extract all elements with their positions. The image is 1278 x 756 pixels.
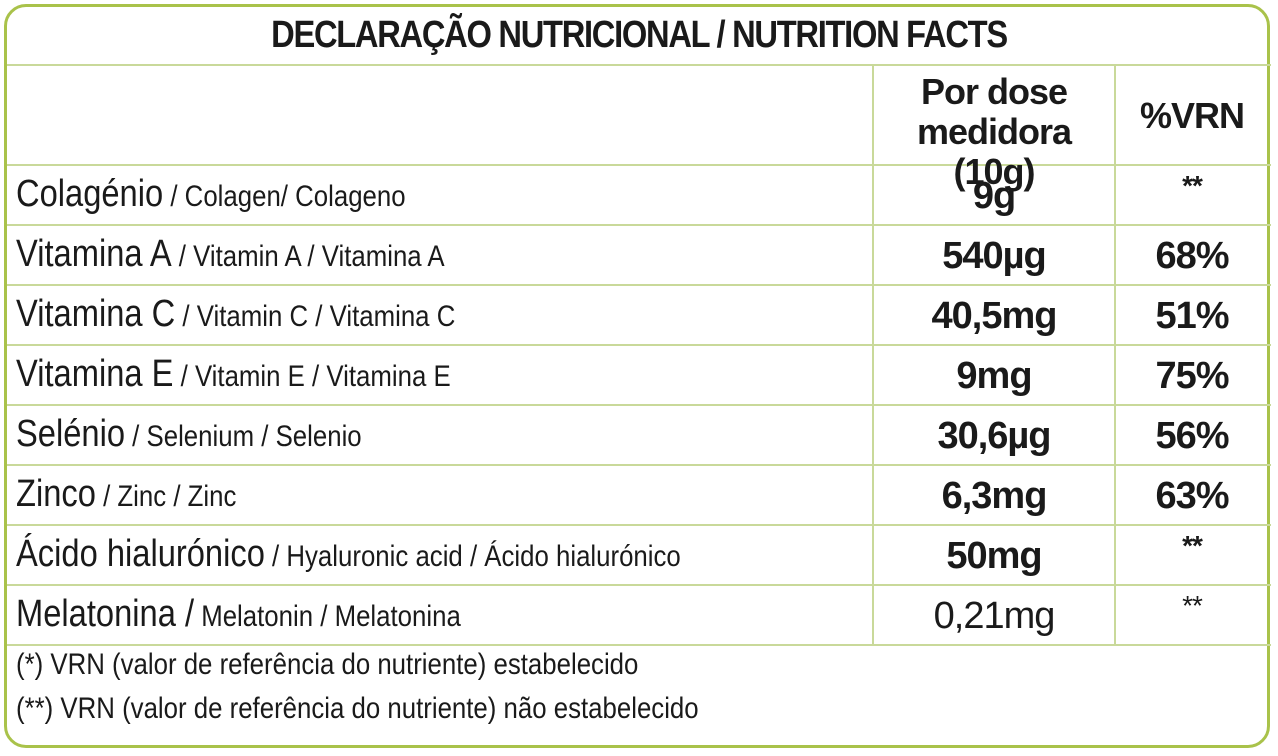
nutrient-amount: 9mg xyxy=(956,355,1032,397)
table-row: Vitamina E / Vitamin E / Vitamina E 9mg … xyxy=(0,344,1278,404)
table-row: Zinco / Zinc / Zinc 6,3mg 63% xyxy=(0,464,1278,524)
nutrient-amount: 540µg xyxy=(942,235,1047,277)
nutrient-amount: 30,6µg xyxy=(937,415,1051,457)
table-row: Ácido hialurónico / Hyaluronic acid / Ác… xyxy=(0,524,1278,584)
grid-line xyxy=(7,164,1271,166)
nutrient-name: Selénio / Selenium / Selenio xyxy=(16,413,362,455)
header-per-dose: Por dose medidora (10g) xyxy=(874,72,1114,192)
nutrient-name: Zinco / Zinc / Zinc xyxy=(16,473,237,515)
grid-line xyxy=(7,64,1271,66)
table-title: DECLARAÇÃO NUTRICIONAL / NUTRITION FACTS xyxy=(271,14,1008,56)
nutrient-vrn: ** xyxy=(1182,590,1203,621)
nutrient-amount: 6,3mg xyxy=(941,475,1048,517)
nutrient-vrn: 51% xyxy=(1155,295,1229,337)
grid-line xyxy=(7,584,1271,586)
nutrient-vrn: ** xyxy=(1182,530,1203,561)
table-row: Vitamina A / Vitamin A / Vitamina A 540µ… xyxy=(0,224,1278,284)
table-row: Vitamina C / Vitamin C / Vitamina C 40,5… xyxy=(0,284,1278,344)
grid-line xyxy=(7,224,1271,226)
header-per-dose-line2: medidora (10g) xyxy=(916,111,1072,192)
table-frame xyxy=(4,4,1270,748)
grid-line xyxy=(7,344,1271,346)
nutrient-name: Vitamina A / Vitamin A / Vitamina A xyxy=(16,233,445,275)
grid-line xyxy=(7,464,1271,466)
grid-line xyxy=(7,524,1271,526)
nutrient-name: Melatonina / Melatonin / Melatonina xyxy=(16,593,461,635)
header-vrn: %VRN xyxy=(1139,95,1245,136)
nutrient-name: Ácido hialurónico / Hyaluronic acid / Ác… xyxy=(16,533,681,575)
nutrient-vrn: 68% xyxy=(1155,235,1229,277)
nutrient-vrn: 75% xyxy=(1155,355,1229,397)
nutrient-name: Vitamina C / Vitamin C / Vitamina C xyxy=(16,293,456,335)
header-per-dose-line1: Por dose xyxy=(920,71,1068,112)
nutrient-amount: 40,5mg xyxy=(931,295,1058,337)
grid-line xyxy=(7,404,1271,406)
nutrient-amount: 9g xyxy=(972,175,1016,217)
nutrient-amount: 50mg xyxy=(946,535,1042,577)
table-row: Colagénio / Colagen/ Colageno 9g ** xyxy=(0,164,1278,224)
table-row: Selénio / Selenium / Selenio 30,6µg 56% xyxy=(0,404,1278,464)
grid-column-line xyxy=(872,64,874,646)
table-row: Melatonina / Melatonin / Melatonina 0,21… xyxy=(0,584,1278,644)
nutrient-name: Vitamina E / Vitamin E / Vitamina E xyxy=(16,353,451,395)
nutrient-vrn: 63% xyxy=(1155,475,1229,517)
nutrient-name: Colagénio / Colagen/ Colageno xyxy=(16,173,406,215)
grid-line xyxy=(7,284,1271,286)
footnote: (*) VRN (valor de referência do nutrient… xyxy=(16,648,639,681)
nutrient-vrn: 56% xyxy=(1155,415,1229,457)
nutrient-vrn: ** xyxy=(1182,170,1203,201)
grid-column-line xyxy=(1114,64,1116,646)
footnote: (**) VRN (valor de referência do nutrien… xyxy=(16,692,699,725)
nutrient-amount: 0,21mg xyxy=(933,595,1056,637)
grid-line xyxy=(7,644,1271,646)
